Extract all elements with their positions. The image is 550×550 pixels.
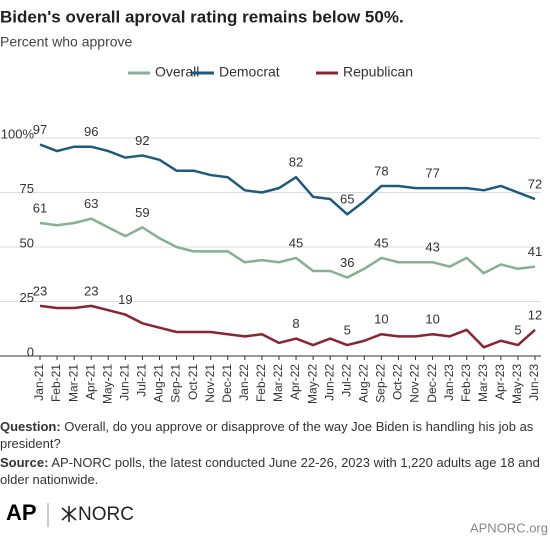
data-label: 96 [84, 124, 98, 139]
x-tick-label: Apr-23 [493, 364, 507, 400]
data-label: 59 [135, 205, 149, 220]
x-tick-label: Dec-22 [425, 364, 439, 403]
x-tick-label: Nov-22 [408, 364, 422, 403]
url: APNORC.org [470, 520, 548, 535]
x-tick-label: Nov-21 [203, 364, 217, 403]
x-tick-label: Jan-21 [32, 364, 46, 401]
x-tick-label: Mar-22 [271, 364, 285, 402]
y-tick-label: 25 [20, 290, 34, 305]
data-label: 10 [425, 312, 439, 327]
data-label: 65 [340, 192, 354, 207]
data-label: 92 [135, 133, 149, 148]
data-label: 72 [528, 176, 542, 191]
x-tick-label: Jul-21 [135, 364, 149, 397]
x-tick-label: Jun-21 [118, 364, 132, 401]
x-tick-label: Sep-22 [374, 364, 388, 403]
data-label: 10 [374, 312, 388, 327]
data-label: 23 [33, 283, 47, 298]
data-label: 43 [425, 240, 439, 255]
chart-subtitle: Percent who approve [0, 34, 133, 50]
y-tick-label: 0 [27, 344, 34, 359]
y-tick-label: 100% [1, 126, 35, 141]
notes: Question: Overall, do you approve or dis… [0, 418, 545, 490]
logo-norc: NORC [78, 504, 134, 525]
x-tick-label: Aug-21 [152, 364, 166, 403]
series-line [39, 304, 536, 349]
x-tick-label: Sep-21 [169, 364, 183, 403]
data-label: 45 [374, 235, 388, 250]
x-tick-label: Oct-22 [391, 364, 405, 400]
note-label: Source: [0, 455, 49, 470]
series-line [39, 143, 536, 216]
series-line [39, 217, 536, 279]
note-label: Question: [0, 419, 61, 434]
x-tick-label: Jun-23 [527, 364, 541, 401]
data-label: 63 [84, 196, 98, 211]
x-tick-label: Feb-22 [254, 364, 268, 402]
data-label: 19 [118, 292, 132, 307]
x-tick-label: Aug-22 [356, 364, 370, 403]
legend-label: Overall [155, 64, 199, 80]
data-label: 5 [514, 323, 521, 338]
logo-star [61, 506, 77, 522]
x-tick-label: Feb-23 [459, 364, 473, 402]
x-tick-label: Apr-21 [83, 364, 97, 400]
data-label: 97 [33, 122, 47, 137]
data-label: 78 [374, 163, 388, 178]
note: Source: AP-NORC polls, the latest conduc… [0, 454, 545, 488]
x-tick-label: Oct-21 [186, 364, 200, 400]
y-tick-label: 75 [20, 181, 34, 196]
note-text: Overall, do you approve or disapprove of… [0, 419, 534, 451]
chart-title: Biden's overall aproval rating remains b… [0, 7, 404, 26]
x-tick-label: May-21 [100, 364, 114, 404]
legend-label: Republican [343, 64, 413, 80]
y-tick-label: 50 [20, 235, 34, 250]
x-tick-label: Mar-23 [476, 364, 490, 402]
legend-label: Democrat [219, 64, 280, 80]
data-label: 36 [340, 255, 354, 270]
x-tick-label: Jun-22 [322, 364, 336, 401]
x-tick-label: May-22 [305, 364, 319, 404]
x-tick-label: Dec-21 [220, 364, 234, 403]
logo-ap: AP [6, 500, 37, 525]
data-label: 8 [292, 316, 299, 331]
x-tick-label: Jul-22 [339, 364, 353, 397]
data-label: 12 [528, 307, 542, 322]
data-label: 23 [84, 283, 98, 298]
x-tick-label: Jan-23 [442, 364, 456, 401]
data-label: 61 [33, 200, 47, 215]
data-label: 5 [344, 323, 351, 338]
data-label: 45 [289, 235, 303, 250]
x-tick-label: Apr-22 [288, 364, 302, 400]
data-label: 77 [425, 166, 439, 181]
note: Question: Overall, do you approve or dis… [0, 418, 545, 452]
x-tick-label: Jan-22 [237, 364, 251, 401]
data-label: 41 [528, 244, 542, 259]
note-text: AP-NORC polls, the latest conducted June… [0, 455, 540, 487]
x-tick-label: Feb-21 [49, 364, 63, 402]
data-label: 82 [289, 155, 303, 170]
x-tick-label: May-23 [510, 364, 524, 404]
x-tick-label: Mar-21 [66, 364, 80, 402]
